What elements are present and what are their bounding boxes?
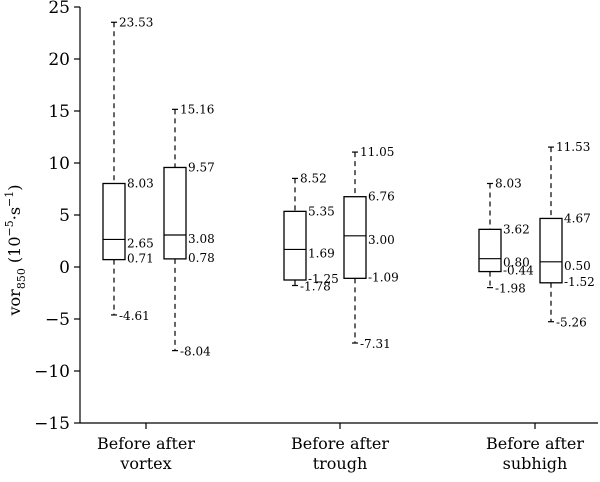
box-2-max-label: 8.52 bbox=[300, 171, 327, 185]
box-2-iqr bbox=[283, 210, 307, 281]
box-2-median-label: 1.69 bbox=[308, 246, 335, 260]
box-5-q1-label: -1.52 bbox=[564, 275, 595, 289]
box-3-q3-label: 6.76 bbox=[368, 190, 395, 204]
box-3-min-label: -7.31 bbox=[360, 337, 391, 351]
y-tick-label-1: 20 bbox=[48, 50, 70, 70]
box-5-median-label: 0.50 bbox=[564, 259, 591, 273]
y-axis-title-unit-exp2: −1 bbox=[3, 191, 16, 207]
y-axis-title-subscript: 850 bbox=[15, 268, 28, 289]
y-axis-title-unit-open: (10 bbox=[5, 236, 24, 268]
box-3-iqr bbox=[343, 196, 367, 279]
y-axis-title-unit-close: ) bbox=[5, 185, 24, 191]
y-tick-label-7: −10 bbox=[34, 362, 70, 382]
box-0-q3-label: 8.03 bbox=[127, 176, 154, 190]
box-1-iqr bbox=[163, 166, 187, 260]
y-tick-label-8: −15 bbox=[34, 414, 70, 434]
y-tick-label-4: 5 bbox=[59, 206, 70, 226]
box-2-q1-label: -1.25 bbox=[308, 272, 339, 286]
box-3-max-label: 11.05 bbox=[360, 145, 394, 159]
box-0-q1-label: 0.71 bbox=[127, 252, 154, 266]
box-2-q3-label: 5.35 bbox=[308, 204, 335, 218]
boxes bbox=[102, 21, 563, 352]
box-1-max-label: 15.16 bbox=[180, 102, 214, 116]
box-2-min-label: -1.78 bbox=[300, 280, 331, 294]
box-4-q1-label: -0.44 bbox=[503, 264, 534, 278]
x-category-label-0-line1: Before after bbox=[97, 434, 195, 453]
y-tick-label-3: 10 bbox=[48, 154, 70, 174]
x-category-label-2-line1: Before after bbox=[486, 434, 584, 453]
box-5-iqr bbox=[539, 217, 563, 284]
y-axis-title-unit-exp: −5 bbox=[3, 220, 16, 236]
y-axis-title-unit-mid: ·s bbox=[5, 207, 24, 220]
box-5-max-label: 11.53 bbox=[556, 140, 590, 154]
y-tick-label-0: 25 bbox=[48, 0, 70, 18]
x-category-label-0-line2: vortex bbox=[119, 454, 171, 473]
y-axis-title: vor850 (10−5·s−1) bbox=[3, 185, 28, 317]
y-axis-title-base: vor bbox=[5, 289, 24, 317]
x-category-label-1-line2: trough bbox=[313, 454, 368, 473]
y-tick-label-5: 0 bbox=[59, 258, 70, 278]
y-tick-label-6: −5 bbox=[45, 310, 70, 330]
box-4-iqr bbox=[478, 228, 502, 273]
box-3-median-label: 3.00 bbox=[368, 233, 395, 247]
box-4-q3-label: 3.62 bbox=[503, 222, 530, 236]
box-1-q1-label: 0.78 bbox=[188, 251, 215, 265]
box-1-median-label: 3.08 bbox=[188, 232, 215, 246]
box-1-q3-label: 9.57 bbox=[188, 160, 215, 174]
y-tick-label-2: 15 bbox=[48, 102, 70, 122]
x-category-label-1-line1: Before after bbox=[291, 434, 389, 453]
box-5-q3-label: 4.67 bbox=[564, 211, 591, 225]
x-category-label-2-line2: subhigh bbox=[503, 454, 568, 473]
box-0-median-label: 2.65 bbox=[127, 236, 154, 250]
box-0-iqr bbox=[102, 182, 126, 261]
value-labels: 23.53 8.03 2.65 0.71 -4.61 15.16 9.57 3.08 0.78 -… bbox=[119, 15, 595, 358]
box-3-q1-label: -1.09 bbox=[368, 270, 399, 284]
box-4-min-label: -1.98 bbox=[495, 282, 526, 296]
box-0-max-label: 23.53 bbox=[119, 15, 153, 29]
box-4-median-label: 0.80 bbox=[503, 256, 530, 270]
box-1-min-label: -8.04 bbox=[180, 345, 211, 359]
box-0-min-label: -4.61 bbox=[119, 309, 150, 323]
box-4-max-label: 8.03 bbox=[495, 176, 522, 190]
box-5-min-label: -5.26 bbox=[556, 316, 587, 330]
